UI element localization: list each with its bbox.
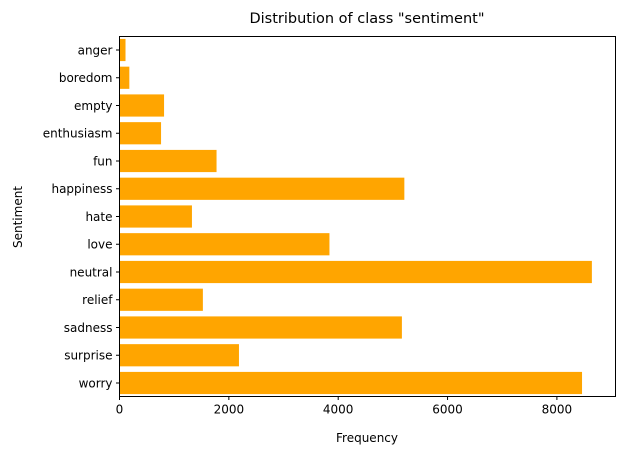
y-tick-label-surprise: surprise — [64, 349, 112, 363]
bar-fun — [119, 149, 217, 173]
y-tick-label-anger: anger — [78, 43, 113, 57]
bar-enthusiasm — [119, 122, 162, 145]
x-tick-label: 6000 — [432, 403, 463, 417]
bar-happiness — [119, 177, 405, 200]
y-tick-label-empty: empty — [74, 99, 113, 113]
y-tick-label-relief: relief — [82, 293, 113, 307]
bar-love — [119, 233, 330, 256]
x-axis-label: Frequency — [336, 431, 398, 445]
y-axis-ticks: anger boredom empty enthusiasm fun happiness h… — [43, 43, 120, 390]
y-tick-label-hate: hate — [85, 210, 112, 224]
bar-boredom — [119, 66, 130, 89]
bar-anger — [119, 38, 126, 62]
bars-group — [119, 38, 592, 395]
bar-neutral — [119, 260, 592, 284]
bar-empty — [119, 94, 165, 117]
bar-worry — [119, 371, 583, 395]
y-tick-label-worry: worry — [79, 376, 113, 390]
y-tick-label-fun: fun — [93, 154, 112, 168]
bar-surprise — [119, 344, 239, 367]
x-tick-label: 4000 — [323, 403, 354, 417]
y-tick-label-enthusiasm: enthusiasm — [43, 127, 113, 141]
x-axis-ticks: 0 2000 4000 6000 8000 — [116, 396, 573, 417]
plot-frame — [119, 36, 616, 397]
chart-title: Distribution of class "sentiment" — [249, 11, 484, 27]
x-tick-label: 2000 — [214, 403, 245, 417]
y-tick-label-neutral: neutral — [70, 265, 113, 279]
bar-sadness — [119, 316, 402, 339]
y-tick-label-boredom: boredom — [59, 71, 113, 85]
bar-hate — [119, 205, 192, 228]
y-tick-label-love: love — [87, 238, 112, 252]
y-tick-label-sadness: sadness — [64, 321, 113, 335]
y-tick-label-happiness: happiness — [51, 182, 112, 196]
y-axis-label: Sentiment — [11, 186, 25, 248]
x-tick-label: 0 — [116, 403, 124, 417]
bar-relief — [119, 288, 203, 311]
x-tick-label: 8000 — [542, 403, 573, 417]
